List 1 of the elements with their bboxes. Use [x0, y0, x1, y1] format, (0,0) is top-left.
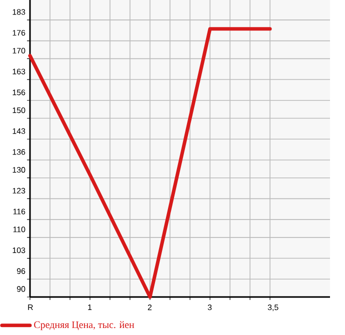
legend-label: Средняя Цена, тыс. йен	[34, 321, 134, 330]
